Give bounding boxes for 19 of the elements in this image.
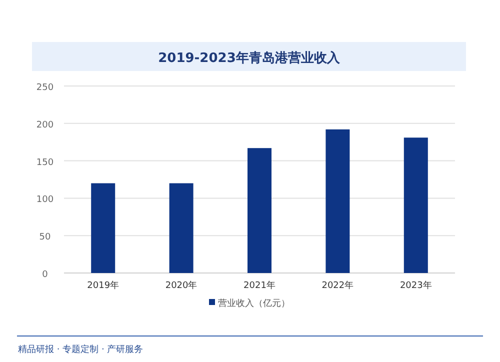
x-tick-label: 2019年 [87, 280, 120, 291]
x-tick-label: 2022年 [322, 280, 354, 291]
bar [91, 183, 116, 273]
x-tick-label: 2021年 [244, 280, 276, 291]
legend-label: 营业收入（亿元） [218, 298, 290, 309]
y-tick-label: 0 [42, 270, 48, 280]
bar [404, 138, 428, 273]
y-tick-label: 50 [39, 232, 51, 243]
bar [169, 183, 194, 273]
y-tick-label: 150 [36, 158, 54, 168]
bar [326, 129, 350, 273]
bar [248, 148, 272, 273]
x-tick-label: 2023年 [400, 280, 432, 291]
chart-title: 2019-2023年青岛港营业收入 [158, 50, 341, 66]
y-tick-label: 200 [36, 120, 54, 130]
x-tick-label: 2020年 [165, 280, 198, 291]
text: 精品研报 · 专题定制 · 产研服务 [18, 344, 144, 355]
y-tick-label: 250 [36, 83, 54, 93]
y-tick-label: 100 [36, 195, 54, 206]
